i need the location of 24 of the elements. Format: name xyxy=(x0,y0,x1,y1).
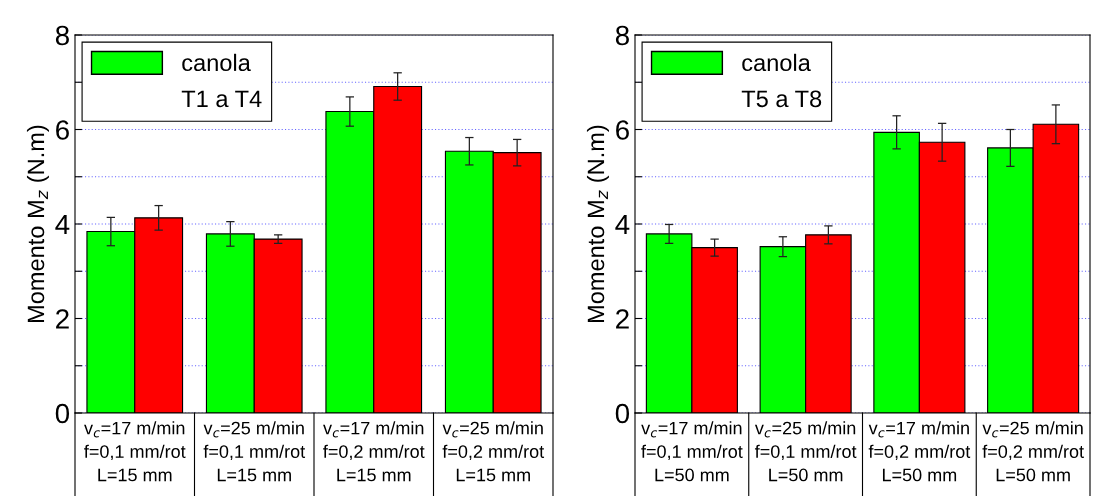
y-tick-label: 0 xyxy=(55,403,70,424)
x-tick-label: v$_{c}$=17 m/min f=0,1 mm/rot L=15 mm xyxy=(84,421,186,482)
legend-label: canola xyxy=(742,53,811,72)
x-tick-label: v$_{c}$=17 m/min f=0,2 mm/rot L=50 mm xyxy=(868,421,971,482)
y-tick-label: 0 xyxy=(615,403,630,424)
x-tick-label: v$_{c}$=25 m/min f=0,2 mm/rot L=50 mm xyxy=(982,421,1084,482)
y-axis-title: Momento M$_{z}$ (N.m) xyxy=(586,125,609,323)
legend-title: T5 a T8 xyxy=(741,90,822,108)
x-tick-label: v$_{c}$=25 m/min f=0,1 mm/rot L=15 mm xyxy=(203,421,306,482)
y-tick-label: 4 xyxy=(615,214,630,235)
y-tick-label: 2 xyxy=(56,309,69,329)
y-tick-label: 6 xyxy=(616,120,629,140)
x-tick-label: v$_{c}$=17 m/min f=0,1 mm/rot L=50 mm xyxy=(641,421,743,482)
y-axis-title: Momento M$_{z}$ (N.m) xyxy=(26,125,49,323)
y-tick-label: 6 xyxy=(56,120,69,140)
legend-title: T1 a T4 xyxy=(181,90,262,108)
x-tick-label: v$_{c}$=25 m/min f=0,2 mm/rot L=15 mm xyxy=(442,421,545,482)
y-tick-label: 4 xyxy=(55,214,70,235)
x-tick-label: v$_{c}$=17 m/min f=0,2 mm/rot L=15 mm xyxy=(323,421,425,482)
y-tick-label: 8 xyxy=(55,25,69,46)
legend-label: canola xyxy=(182,53,251,72)
y-tick-label: 8 xyxy=(615,25,629,46)
x-tick-label: v$_{c}$=25 m/min f=0,1 mm/rot L=50 mm xyxy=(754,421,857,482)
y-tick-label: 2 xyxy=(616,309,629,329)
